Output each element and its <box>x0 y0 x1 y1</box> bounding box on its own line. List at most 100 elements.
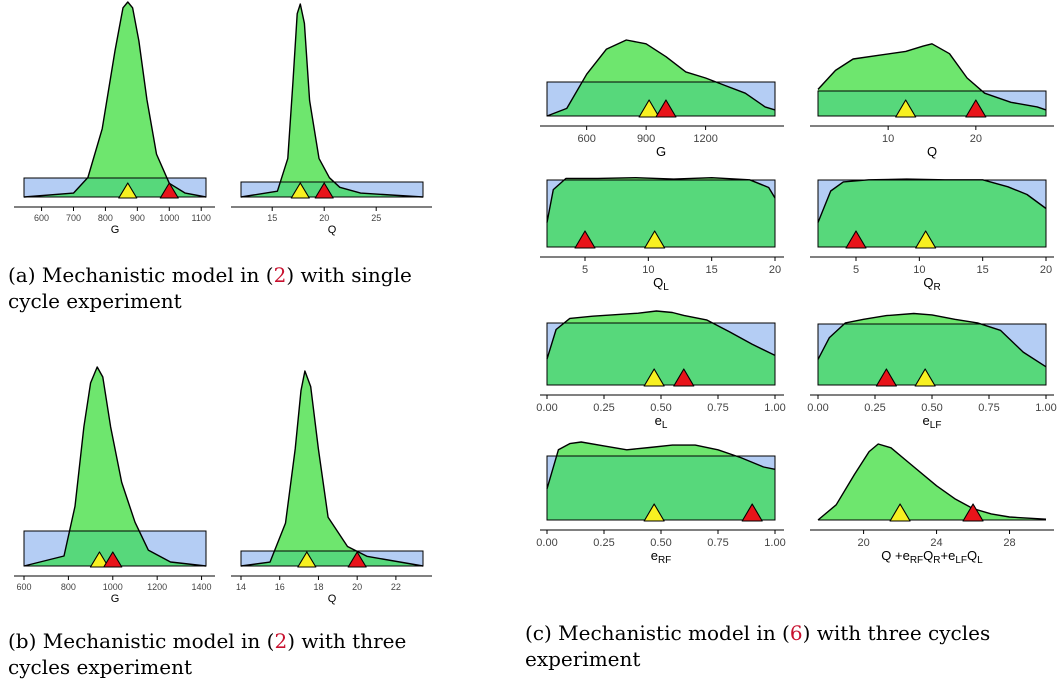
x-axis-title-part-c-sum-0: Q +e <box>881 548 910 563</box>
caption-c-text-post: ) with three cycles experiment <box>525 621 991 671</box>
x-axis-title-part-b-G-0: G <box>111 593 120 605</box>
x-tick-label-b-G-1: 800 <box>61 582 76 592</box>
panel-c-QL: 5 10 15 20 QL <box>540 177 784 293</box>
posterior-density-outline-c-sum <box>817 443 1047 521</box>
posterior-density-outline-c-eRF <box>546 441 776 489</box>
true-value-marker-c-QR <box>845 230 867 249</box>
true-value-marker-c-QL <box>574 230 596 249</box>
true-value-marker-b-G <box>103 551 123 568</box>
x-tick-label-c-QR-2: 15 <box>977 264 989 276</box>
estimate-marker-a-Q <box>290 182 310 199</box>
x-axis-title-c-Q: Q <box>927 144 937 159</box>
x-tick-label-c-eL-3: 0.75 <box>707 402 728 414</box>
x-axis-title-part-a-Q-0: Q <box>328 224 337 236</box>
x-tick-label-c-G-2: 1200 <box>693 133 717 145</box>
x-axis-title-a-G: G <box>111 224 120 236</box>
estimate-marker-b-Q <box>297 551 317 568</box>
x-tick-label-b-Q-0: 14 <box>236 582 246 592</box>
true-value-marker-a-G <box>159 182 179 199</box>
x-axis-title-part-c-QL-0: Q <box>653 275 663 290</box>
overlap-region-c-eRF <box>547 456 775 520</box>
estimate-marker-c-Q <box>895 99 917 118</box>
x-tick-label-c-sum-2: 28 <box>1003 537 1015 549</box>
true-value-marker-a-Q <box>314 182 334 199</box>
x-tick-label-c-QR-3: 20 <box>1040 264 1052 276</box>
x-tick-label-c-Q-1: 20 <box>970 133 982 145</box>
caption-b: (b) Mechanistic model in (2) with three … <box>8 628 438 680</box>
x-axis-title-part-c-eL-0: e <box>655 413 662 428</box>
x-axis-title-part-c-eLF-0: e <box>923 413 930 428</box>
x-tick-label-a-Q-1: 20 <box>319 213 329 223</box>
x-tick-label-b-G-0: 600 <box>16 582 31 592</box>
caption-b-ref-link[interactable]: 2 <box>274 629 288 653</box>
x-axis-title-part-c-QL-1: L <box>663 282 669 293</box>
caption-c-label: (c) <box>525 621 552 645</box>
x-tick-label-c-QL-2: 15 <box>706 264 718 276</box>
caption-c-ref-link[interactable]: 6 <box>789 621 803 645</box>
x-axis-title-part-c-sum-6: Q <box>967 548 977 563</box>
x-axis-title-part-c-sum-2: Q <box>923 548 933 563</box>
posterior-density-b-G <box>24 367 206 566</box>
x-tick-label-c-Q-0: 10 <box>882 133 894 145</box>
x-tick-label-c-QL-1: 10 <box>642 264 654 276</box>
x-axis-title-c-eL: eL <box>655 413 668 431</box>
x-tick-label-c-eL-1: 0.25 <box>593 402 614 414</box>
x-tick-label-c-QL-0: 5 <box>582 264 588 276</box>
true-value-marker-c-eL <box>673 368 695 387</box>
x-tick-label-c-sum-1: 24 <box>930 537 942 549</box>
x-axis-title-part-a-G-0: G <box>111 224 120 236</box>
x-tick-label-c-G-1: 900 <box>637 133 655 145</box>
x-tick-label-a-G-4: 1000 <box>159 213 179 223</box>
x-tick-label-c-sum-0: 20 <box>857 537 869 549</box>
x-axis-title-part-c-eRF-1: RF <box>658 555 671 566</box>
x-tick-label-b-Q-4: 22 <box>391 582 401 592</box>
panel-a-Q: 15 20 25 Q <box>231 3 432 236</box>
x-tick-label-b-G-2: 1000 <box>103 582 123 592</box>
estimate-marker-b-G <box>89 551 110 568</box>
x-tick-label-a-G-3: 900 <box>130 213 145 223</box>
x-axis-title-a-Q: Q <box>328 224 337 236</box>
estimate-marker-c-sum <box>889 503 911 522</box>
panel-c-G: 600 900 1200 G <box>540 39 784 159</box>
estimate-marker-c-eRF <box>643 503 665 522</box>
x-tick-label-c-eLF-4: 1.00 <box>1035 402 1056 414</box>
caption-a: (a) Mechanistic model in (2) with single… <box>8 262 438 314</box>
x-tick-label-a-G-0: 600 <box>34 213 49 223</box>
x-axis-title-part-c-eLF-1: LF <box>930 420 942 431</box>
estimate-marker-c-QL <box>644 230 666 249</box>
x-axis-title-part-c-sum-1: RF <box>910 555 923 566</box>
posterior-density-outline-a-G <box>23 1 207 198</box>
true-value-marker-b-Q <box>347 551 367 568</box>
caption-b-label: (b) <box>8 629 37 653</box>
x-axis-title-c-eRF: eRF <box>651 548 672 566</box>
panel-c-Q: 10 20 Q <box>810 43 1054 159</box>
x-axis-title-part-c-QR-0: Q <box>923 275 933 290</box>
panel-b-Q: 14 16 18 20 22 Q <box>231 370 432 605</box>
posterior-density-a-Q <box>241 4 423 197</box>
x-axis-title-b-Q: Q <box>328 593 337 605</box>
posterior-density-outline-c-Q <box>817 43 1047 111</box>
x-axis-title-part-c-Q-0: Q <box>927 144 937 159</box>
caption-a-ref-link[interactable]: 2 <box>273 263 287 287</box>
posterior-density-outline-c-QR <box>817 178 1047 223</box>
caption-c-text-pre: Mechanistic model in ( <box>551 621 790 645</box>
x-axis-title-part-c-eRF-0: e <box>651 548 658 563</box>
panel-c-eRF: 0.00 0.25 0.50 0.75 1.00 eRF <box>536 441 786 566</box>
panel-c-eL: 0.00 0.25 0.50 0.75 1.00 eL <box>536 310 786 431</box>
x-axis-title-part-c-sum-5: LF <box>955 555 967 566</box>
x-tick-label-b-G-4: 1400 <box>192 582 212 592</box>
posterior-density-outline-c-G <box>546 39 776 117</box>
x-tick-label-c-eRF-4: 1.00 <box>764 537 785 549</box>
x-tick-label-a-G-5: 1100 <box>192 213 211 223</box>
x-axis-title-c-QR: QR <box>923 275 940 293</box>
x-tick-label-c-QR-1: 10 <box>913 264 925 276</box>
caption-a-text-post: ) with single cycle experiment <box>8 263 412 313</box>
caption-a-label: (a) <box>8 263 36 287</box>
x-tick-label-c-eRF-0: 0.00 <box>536 537 557 549</box>
true-value-marker-c-Q <box>965 99 987 118</box>
true-value-marker-c-eRF <box>741 503 763 522</box>
x-tick-label-c-eLF-0: 0.00 <box>807 402 828 414</box>
x-tick-label-c-eLF-1: 0.25 <box>864 402 885 414</box>
true-value-marker-c-G <box>655 99 677 118</box>
